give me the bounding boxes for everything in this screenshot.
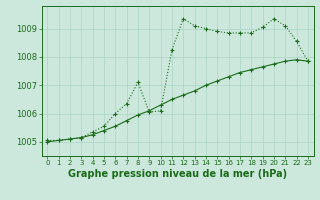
X-axis label: Graphe pression niveau de la mer (hPa): Graphe pression niveau de la mer (hPa) (68, 169, 287, 179)
